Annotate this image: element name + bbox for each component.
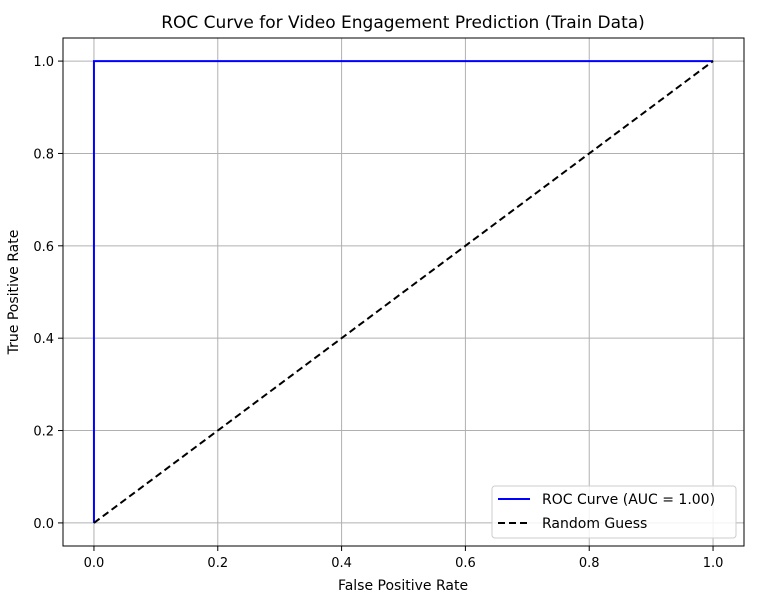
y-tick-label: 1.0 xyxy=(33,55,54,70)
x-tick-label: 0.8 xyxy=(579,556,600,571)
x-tick-label: 1.0 xyxy=(703,556,724,571)
chart-title: ROC Curve for Video Engagement Predictio… xyxy=(161,13,645,33)
x-tick-label: 0.6 xyxy=(455,556,476,571)
random-guess-line xyxy=(93,60,714,524)
series-layer xyxy=(92,60,714,524)
plot-frame xyxy=(62,37,745,547)
roc-curve-line xyxy=(92,60,714,523)
x-axis-label: False Positive Rate xyxy=(338,578,468,594)
tick-layer: 0.0 0.2 0.4 0.6 0.8 1.0 0.0 0.2 0.4 0.6 0.8 1.0 xyxy=(33,55,723,571)
x-tick-label: 0.0 xyxy=(84,556,105,571)
legend-label-roc-curve: ROC Curve (AUC = 1.00) xyxy=(542,492,715,508)
y-tick-label: 0.8 xyxy=(33,147,54,162)
y-axis-label: True Positive Rate xyxy=(6,230,22,356)
x-tick-label: 0.2 xyxy=(207,556,228,571)
y-tick-label: 0.2 xyxy=(33,425,54,440)
legend-box xyxy=(491,485,737,539)
x-tick-label: 0.4 xyxy=(331,556,352,571)
y-tick-label: 0.0 xyxy=(33,517,54,532)
legend: ROC Curve (AUC = 1.00) Random Guess xyxy=(491,485,737,539)
y-tick-label: 0.6 xyxy=(33,240,54,255)
legend-label-random-guess: Random Guess xyxy=(542,516,647,532)
y-tick-label: 0.4 xyxy=(33,332,54,347)
